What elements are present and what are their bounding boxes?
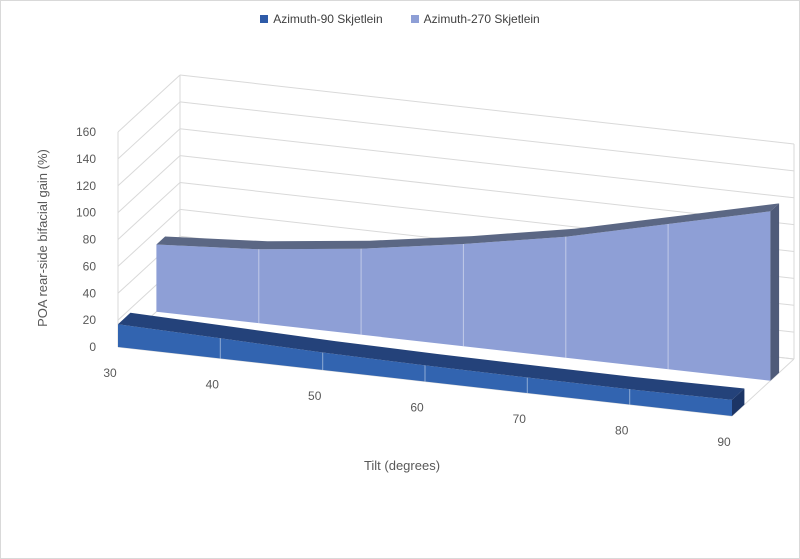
gridline-back-100 [179,155,795,226]
ytick-label-0: 0 [89,340,96,354]
ytick-label-160: 160 [76,125,96,139]
x-axis-title: Tilt (degrees) [364,458,440,473]
ytick-label-20: 20 [83,313,97,327]
legend-item-azimuth-90: Azimuth-90 Skjetlein [260,12,383,26]
ytick-label-140: 140 [76,152,96,166]
series-side-0 [732,388,745,416]
series-top-0 [118,312,745,400]
gridline-side-120 [117,128,181,187]
y-axis-title: POA rear-side bifacial gain (%) [35,149,50,327]
legend-swatch-azimuth-270 [410,15,419,23]
xtick-label-40: 40 [206,378,220,392]
series-side-1 [770,203,780,381]
gridline-back-160 [179,74,795,145]
gridline-side-80 [117,182,181,240]
legend-swatch-azimuth-90 [260,15,269,23]
legend-item-azimuth-270: Azimuth-270 Skjetlein [410,12,540,26]
series-area-0 [118,324,732,416]
legend-label-azimuth-270: Azimuth-270 Skjetlein [423,12,540,26]
legend-label-azimuth-90: Azimuth-90 Skjetlein [273,12,383,26]
ytick-label-80: 80 [83,233,97,247]
gridline-side-160 [117,74,181,133]
xtick-label-90: 90 [717,435,731,449]
xtick-label-50: 50 [308,389,322,403]
series-top-1 [156,203,780,250]
ytick-label-60: 60 [83,259,97,273]
gridline-side-100 [117,155,181,213]
legend: Azimuth-90 Skjetlein Azimuth-270 Skjetle… [0,12,800,26]
xtick-label-80: 80 [615,424,629,438]
xtick-label-60: 60 [410,401,424,415]
gridline-side-60 [117,209,181,267]
series-area-1 [156,211,771,381]
xtick-label-70: 70 [513,412,527,426]
gridline-back-140 [179,101,795,172]
ytick-label-40: 40 [83,286,97,300]
gridline-side-140 [117,101,181,160]
gridline-back-120 [179,128,795,199]
ytick-label-120: 120 [76,179,96,193]
xtick-label-30: 30 [103,366,117,380]
ytick-label-100: 100 [76,206,96,220]
